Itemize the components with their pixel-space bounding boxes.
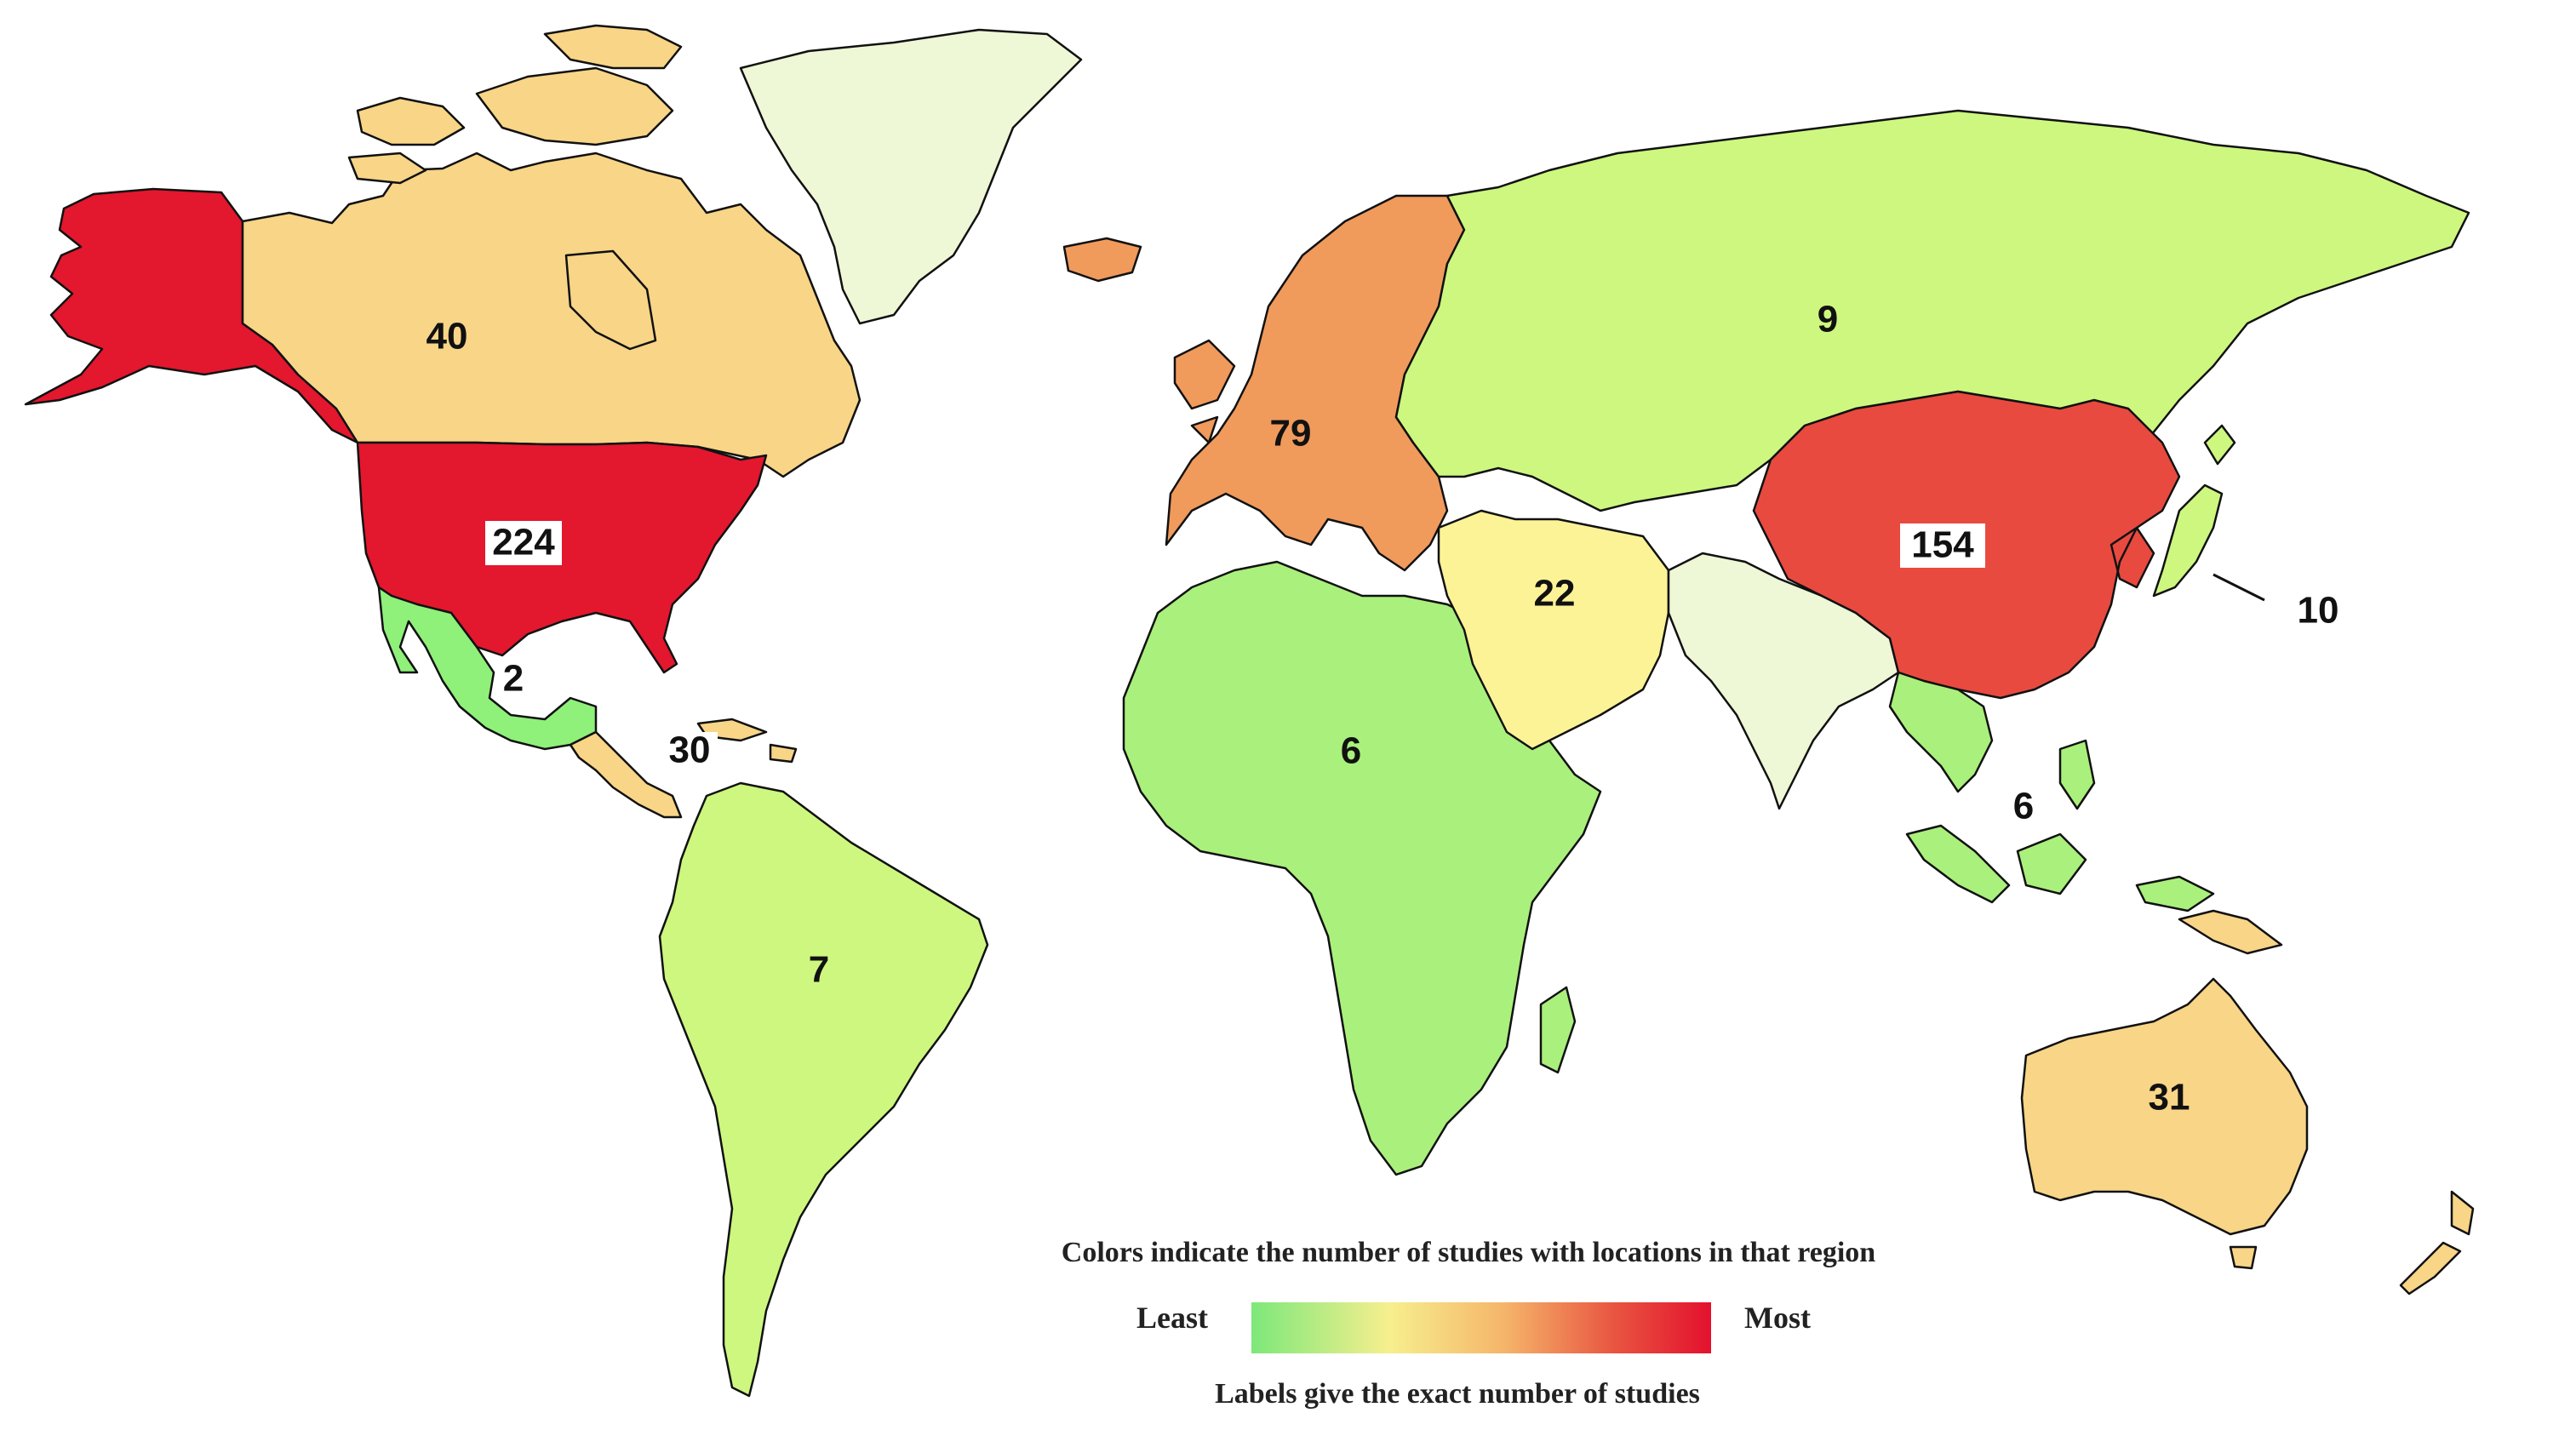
region-south-america[interactable] [658,781,989,1398]
legend-least-label: Least [1136,1301,1208,1335]
region-iceland[interactable] [1062,237,1142,283]
label-east-asia: 154 [1911,524,1974,566]
region-japan[interactable] [2152,424,2236,598]
label-group-usa: 224 [485,521,562,565]
label-group-central-america: 30 [661,729,718,771]
leader-line-japan [2212,573,2265,602]
label-middle-east: 22 [1534,573,1576,615]
label-europe: 79 [1270,413,1312,455]
label-bg-east-asia [1900,523,1985,568]
legend-color-scale [1251,1302,1711,1353]
legend-footnote: Labels give the exact number of studies [1215,1378,1700,1410]
label-group-east-asia: 154 [1900,523,1985,568]
region-new-zealand[interactable] [2399,1190,2475,1296]
label-japan: 10 [2298,590,2339,632]
label-mexico: 2 [503,658,524,700]
label-canada: 40 [426,316,468,358]
label-bg-central-america [661,732,718,771]
region-australia[interactable] [2020,909,2309,1270]
label-africa: 6 [1341,730,1361,772]
region-greenland[interactable] [739,28,1083,325]
legend-title: Colors indicate the number of studies wi… [1062,1237,1876,1268]
label-south-america: 7 [809,949,829,991]
region-south-asia[interactable] [1667,552,1900,810]
legend-most-label: Most [1744,1301,1811,1335]
region-africa[interactable] [1122,560,1602,1176]
legend: Colors indicate the number of studies wi… [1062,1237,1876,1410]
label-central-america-caribbean: 30 [669,729,711,771]
label-united-states: 224 [492,522,555,563]
region-southeast-asia[interactable] [1888,671,2215,912]
region-canada-islands[interactable] [347,24,683,185]
label-bg-usa [485,521,562,565]
label-russia: 9 [1818,299,1838,340]
label-southeast-asia: 6 [2013,786,2034,827]
region-middle-east[interactable] [1437,509,1670,751]
label-australia: 31 [2149,1077,2190,1118]
